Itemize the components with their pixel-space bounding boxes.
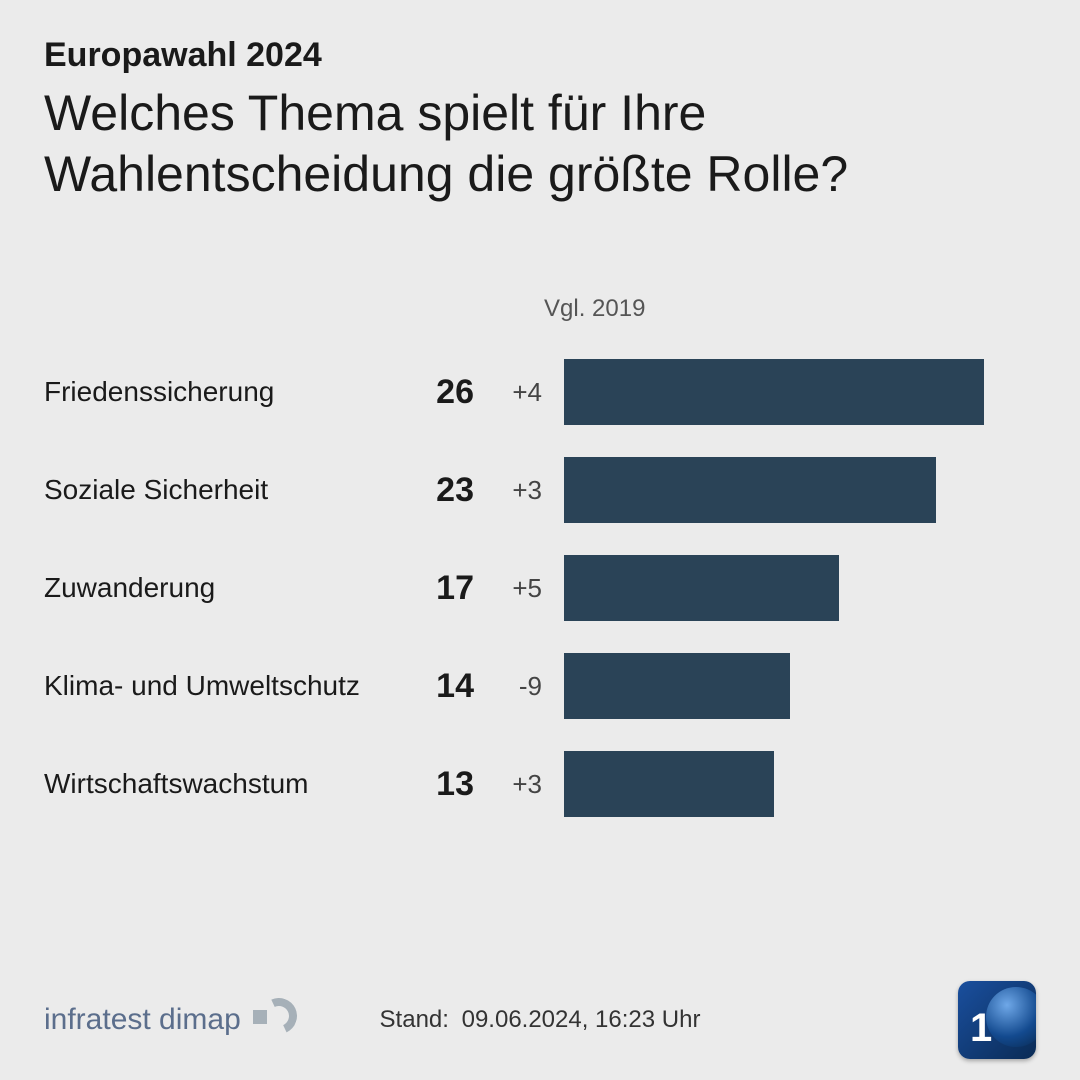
- chart-footer: infratest dimap Stand: 09.06.2024, 16:23…: [0, 960, 1080, 1080]
- bar-track: [564, 359, 1036, 425]
- row-label: Klima- und Umweltschutz: [44, 670, 394, 702]
- bar-track: [564, 555, 1036, 621]
- row-value: 17: [394, 569, 474, 608]
- bar: [564, 555, 839, 621]
- das-erste-logo-icon: 1: [958, 981, 1036, 1059]
- row-label: Soziale Sicherheit: [44, 474, 394, 506]
- bar-track: [564, 457, 1036, 523]
- chart-row: Wirtschaftswachstum13+3: [44, 739, 1036, 829]
- row-change: -9: [474, 671, 564, 702]
- chart-rows: Friedenssicherung26+4Soziale Sicherheit2…: [44, 347, 1036, 829]
- bar-chart: Vgl. 2019 Friedenssicherung26+4Soziale S…: [0, 205, 1080, 829]
- row-value: 13: [394, 765, 474, 804]
- bar: [564, 751, 774, 817]
- row-label: Wirtschaftswachstum: [44, 768, 394, 800]
- chart-row: Friedenssicherung26+4: [44, 347, 1036, 437]
- row-label: Friedenssicherung: [44, 376, 394, 408]
- chart-header: Europawahl 2024 Welches Thema spielt für…: [0, 0, 1080, 205]
- row-label: Zuwanderung: [44, 572, 394, 604]
- bar: [564, 653, 790, 719]
- kicker: Europawahl 2024: [44, 36, 1036, 75]
- bar-track: [564, 751, 1036, 817]
- infratest-dimap-logo-icon: [253, 998, 297, 1042]
- row-change: +4: [474, 377, 564, 408]
- source-text: infratest dimap: [44, 1003, 241, 1037]
- row-value: 23: [394, 471, 474, 510]
- bar-track: [564, 653, 1036, 719]
- timestamp: Stand: 09.06.2024, 16:23 Uhr: [380, 1006, 701, 1034]
- row-change: +3: [474, 475, 564, 506]
- row-change: +5: [474, 573, 564, 604]
- chart-row: Klima- und Umweltschutz14-9: [44, 641, 1036, 731]
- timestamp-label: Stand:: [380, 1006, 449, 1033]
- timestamp-value: 09.06.2024, 16:23 Uhr: [462, 1006, 701, 1033]
- row-change: +3: [474, 769, 564, 800]
- chart-title: Welches Thema spielt für Ihre Wahlentsch…: [44, 83, 1036, 205]
- comparison-header: Vgl. 2019: [544, 295, 1036, 323]
- source-attribution: infratest dimap: [44, 998, 297, 1042]
- row-value: 14: [394, 667, 474, 706]
- chart-row: Zuwanderung17+5: [44, 543, 1036, 633]
- bar: [564, 359, 984, 425]
- bar: [564, 457, 936, 523]
- row-value: 26: [394, 373, 474, 412]
- chart-row: Soziale Sicherheit23+3: [44, 445, 1036, 535]
